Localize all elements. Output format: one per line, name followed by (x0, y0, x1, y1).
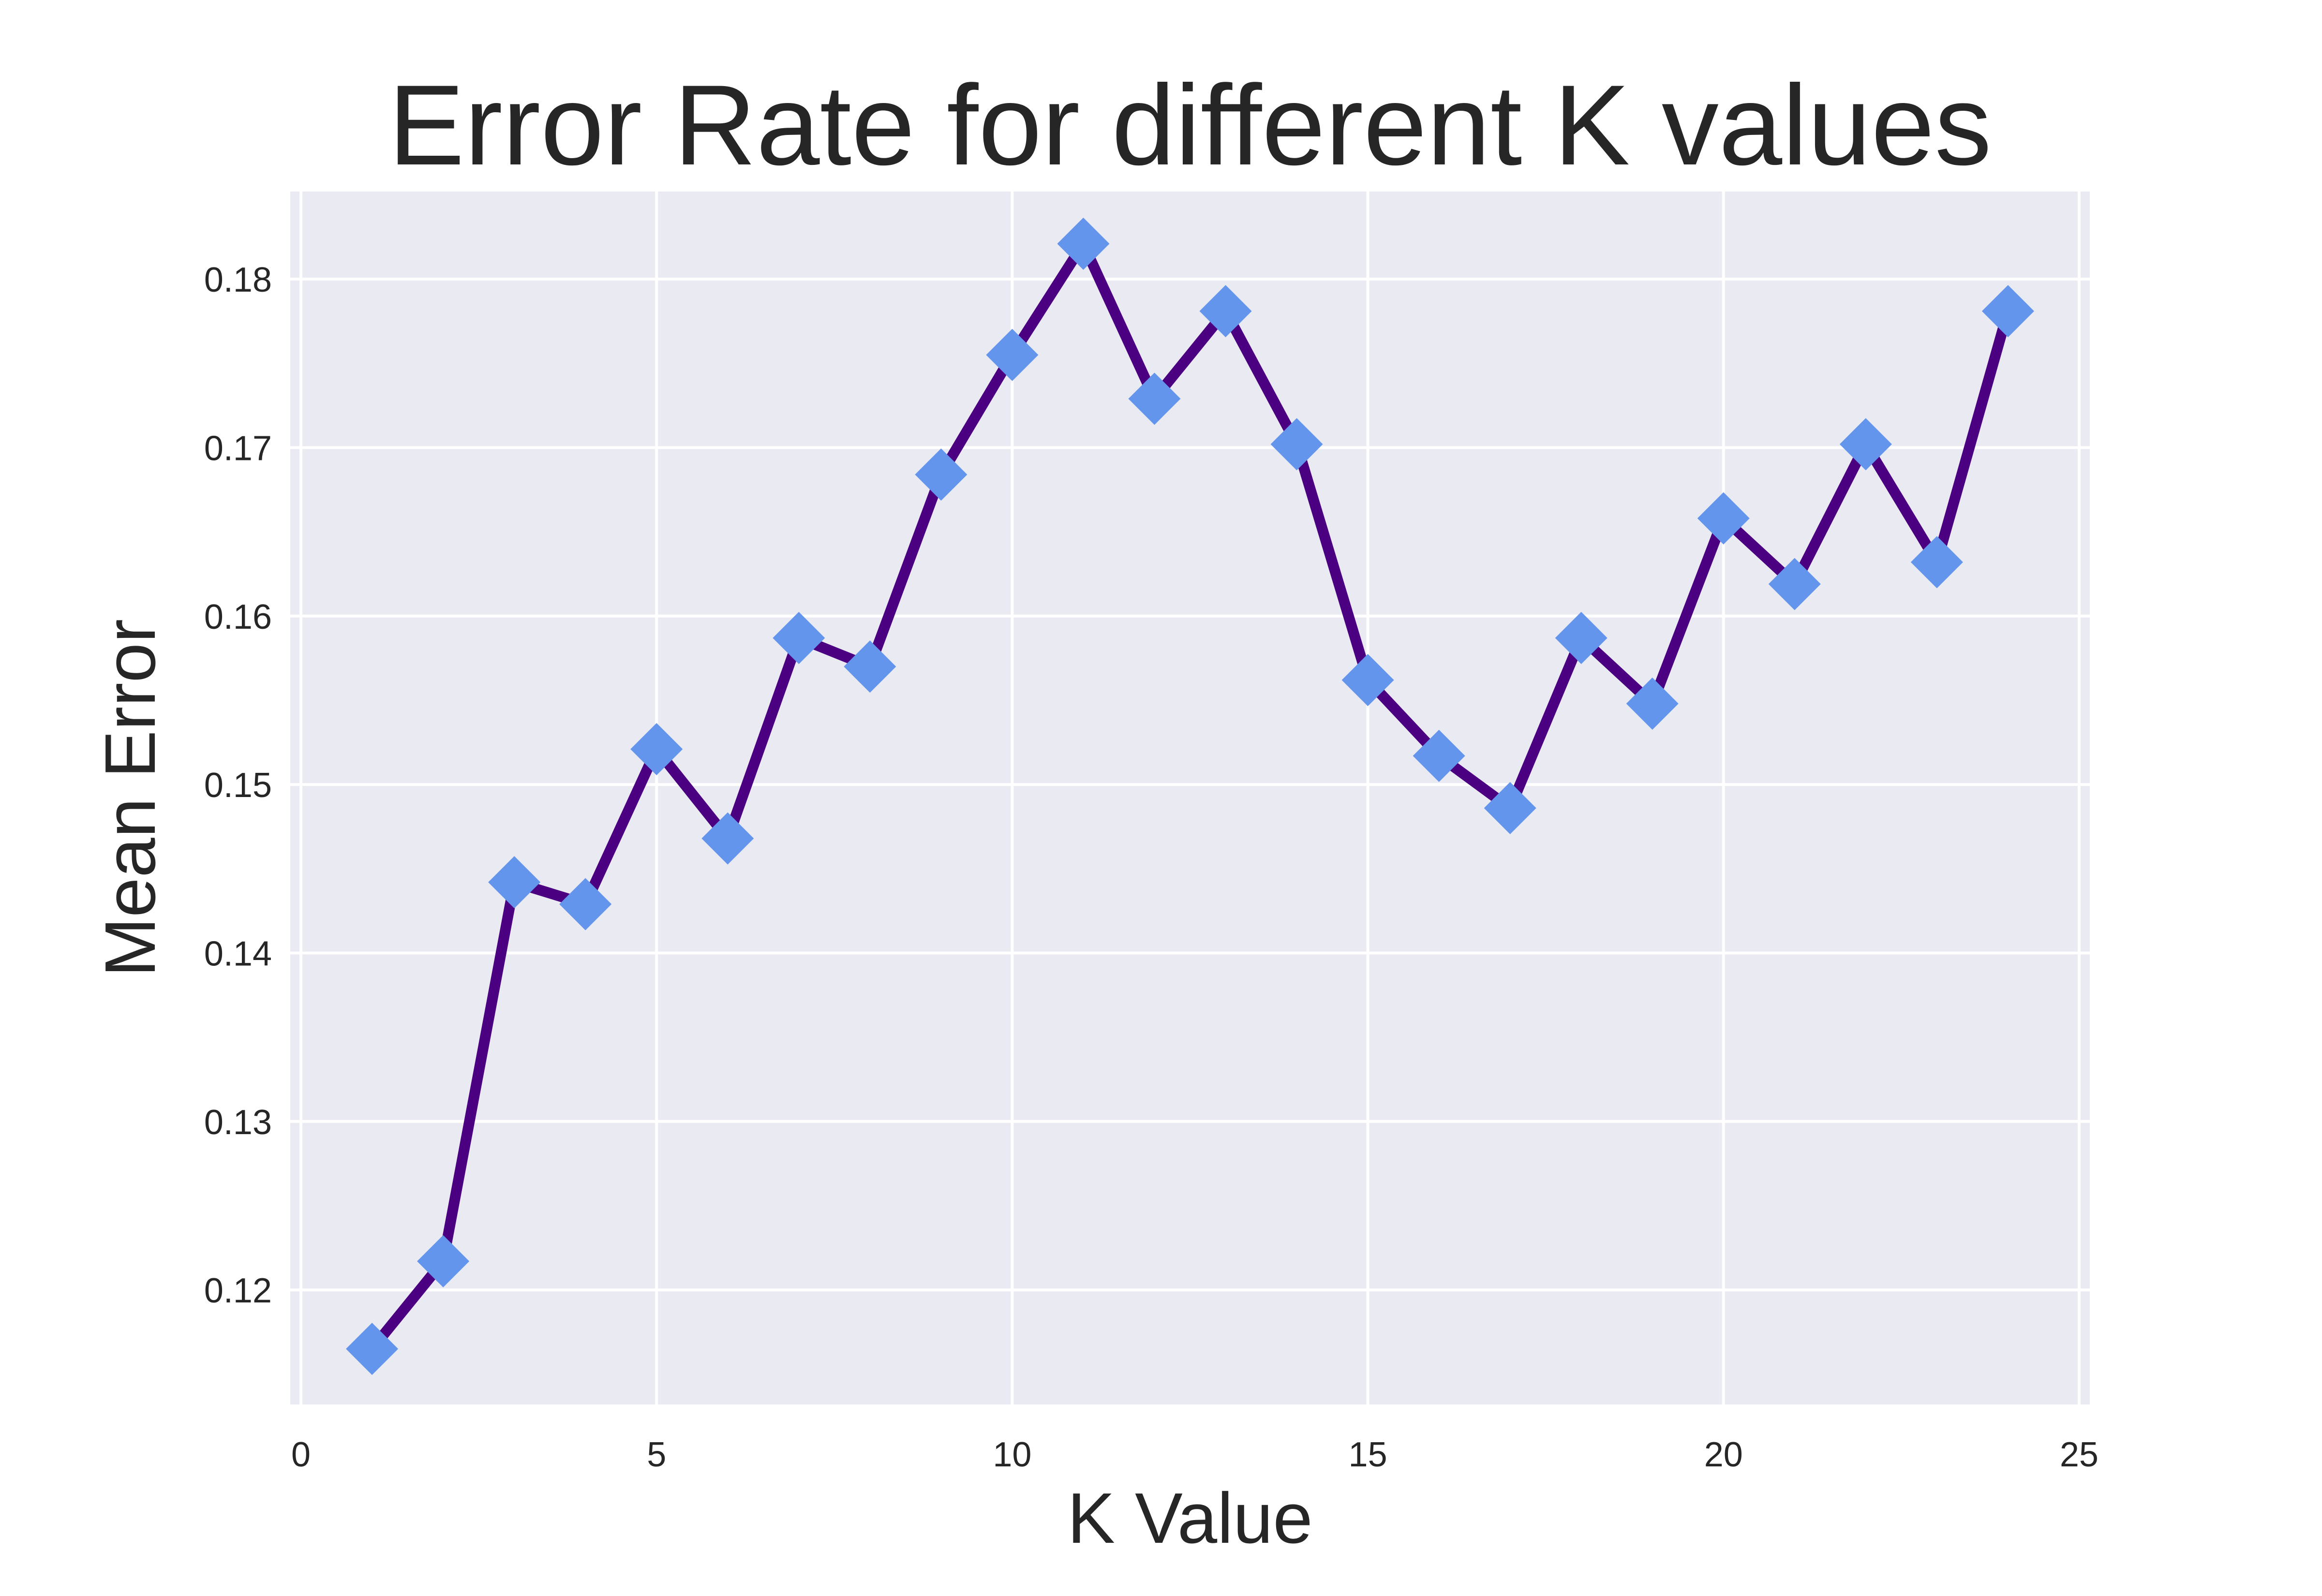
data-point (1981, 285, 2034, 338)
y-tick-label: 0.18 (204, 261, 272, 299)
data-point (1199, 285, 1252, 338)
data-point (1128, 372, 1181, 425)
x-tick-labels: 0 5 10 15 20 25 (291, 1435, 2099, 1474)
x-tick-label: 20 (1704, 1435, 1743, 1474)
x-tick-label: 10 (993, 1435, 1031, 1474)
data-point (1910, 536, 1963, 589)
data-point (1270, 418, 1323, 471)
data-point (1555, 612, 1608, 665)
y-gridlines (290, 278, 2090, 1292)
data-point (701, 812, 754, 865)
x-tick-label: 15 (1349, 1435, 1387, 1474)
data-point (986, 328, 1039, 381)
data-point (1057, 217, 1110, 270)
y-tick-label: 0.13 (204, 1103, 272, 1142)
data-markers (346, 217, 2034, 1375)
data-point (346, 1323, 399, 1375)
plot-background (290, 192, 2090, 1404)
x-gridlines (299, 192, 2081, 1404)
x-tick-label: 0 (291, 1435, 311, 1474)
data-point (1626, 677, 1679, 730)
y-tick-label: 0.14 (204, 934, 272, 973)
data-point (559, 878, 612, 931)
data-point (844, 640, 896, 693)
chart-title: Error Rate for different K values (388, 61, 1992, 189)
y-tick-label: 0.12 (204, 1271, 272, 1310)
data-point (1839, 418, 1892, 471)
y-tick-label: 0.15 (204, 766, 272, 805)
data-point (1341, 654, 1394, 707)
x-axis-label: K Value (1067, 1478, 1312, 1558)
data-point (1768, 558, 1821, 610)
y-tick-label: 0.17 (204, 429, 272, 468)
data-point (488, 856, 541, 909)
x-tick-label: 5 (647, 1435, 666, 1474)
y-tick-labels: 0.12 0.13 0.14 0.15 0.16 0.17 0.18 (204, 261, 272, 1310)
data-point (1484, 782, 1536, 834)
y-tick-label: 0.16 (204, 598, 272, 636)
data-point (773, 612, 825, 665)
x-tick-label: 25 (2060, 1435, 2099, 1474)
data-point (1697, 492, 1750, 545)
data-point (915, 448, 968, 501)
data-point (630, 723, 683, 775)
data-point (417, 1235, 470, 1287)
y-axis-label: Mean Error (90, 619, 170, 977)
data-point (1413, 729, 1465, 782)
